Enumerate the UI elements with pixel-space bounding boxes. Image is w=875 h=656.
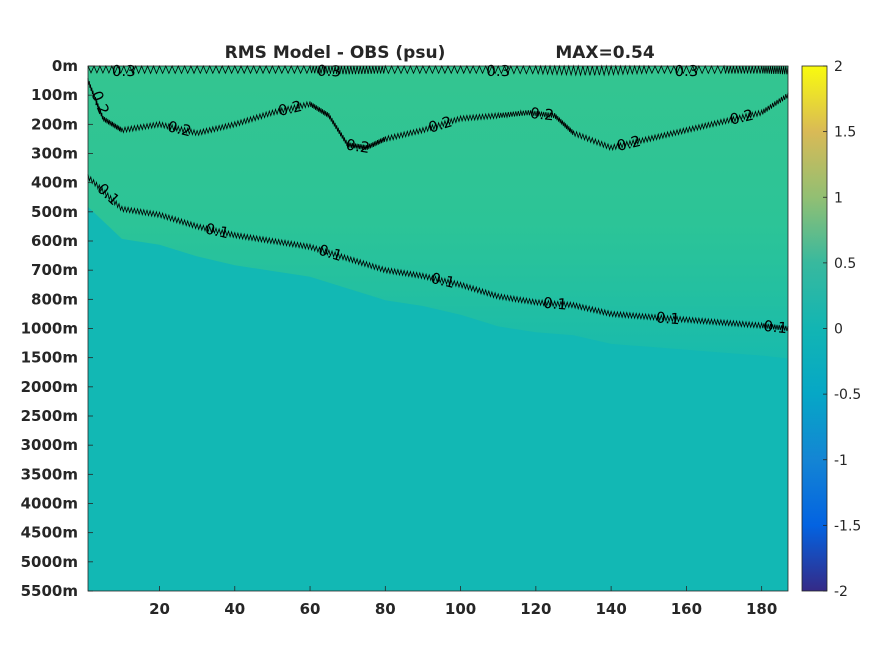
x-tick-label: 160 <box>671 600 702 618</box>
y-tick-label: 600m <box>31 232 78 250</box>
y-tick-label: 4000m <box>21 495 78 513</box>
y-tick-label: 5500m <box>21 582 78 600</box>
x-tick-label: 60 <box>300 600 321 618</box>
y-tick-label: 700m <box>31 261 78 279</box>
contour-label: 0.1 <box>203 219 230 242</box>
contour-label: 0.2 <box>276 97 303 120</box>
y-tick-label: 2000m <box>21 378 78 396</box>
y-tick-label: 4500m <box>21 524 78 542</box>
y-tick-label: 800m <box>31 290 78 308</box>
colorbar-gradient <box>801 65 828 592</box>
max-label: MAX=0.54 <box>555 43 655 63</box>
y-tick-label: 1000m <box>21 320 78 338</box>
colorbar-tick-label: 1 <box>834 190 843 206</box>
contour-label: 0.1 <box>429 269 456 292</box>
y-tick-label: 300m <box>31 145 78 163</box>
y-tick-label: 5000m <box>21 553 78 571</box>
contour-label: 0.1 <box>655 308 680 328</box>
contour-line <box>87 174 789 331</box>
y-tick-label: 200m <box>31 115 78 133</box>
colorbar-tick-label: 1.5 <box>834 125 856 141</box>
x-tick-label: 140 <box>595 600 626 618</box>
contour-label: 0.2 <box>529 104 555 125</box>
contour-label: 0.2 <box>345 136 371 157</box>
colorbar: 2 1.5 1 0.5 0 -0.5 -1 -1.5 -2 <box>801 59 861 600</box>
x-tick-label: 20 <box>149 600 170 618</box>
x-tick-label: 100 <box>445 600 476 618</box>
contour-label: 0.3 <box>317 62 341 81</box>
colorbar-ticks: 2 1.5 1 0.5 0 -0.5 -1 -1.5 -2 <box>823 59 861 600</box>
y-tick-label: 0m <box>52 57 78 75</box>
y-tick-label: 100m <box>31 86 78 104</box>
contour-label: 0.3 <box>486 62 510 80</box>
x-axis: 20 40 60 80 100 120 140 160 180 <box>149 586 777 618</box>
plot-area: 0.3 0.3 0.3 0.30.20.20.20.20.2 0.20.20.20.10… <box>87 62 789 592</box>
x-tick-label: 80 <box>375 600 396 618</box>
contour-label: 0.2 <box>728 106 755 129</box>
y-tick-label: 400m <box>31 174 78 192</box>
colorbar-tick-label: 0.5 <box>834 256 856 272</box>
deep-region <box>88 206 788 592</box>
contour-line <box>87 78 789 152</box>
y-tick-label: 2500m <box>21 407 78 425</box>
x-tick-label: 40 <box>224 600 245 618</box>
y-axis: 0m 100m 200m 300m 400m 500m 600m 700m 800m 1000m 1… <box>21 57 93 600</box>
y-tick-label: 3000m <box>21 436 78 454</box>
contour-label: 0.3 <box>674 62 698 80</box>
colorbar-tick-label: 2 <box>834 59 843 75</box>
colorbar-tick-label: -0.5 <box>834 387 861 403</box>
y-tick-label: 3500m <box>21 465 78 483</box>
contour-label: 0.2 <box>615 132 642 155</box>
colorbar-tick-label: -1.5 <box>834 518 861 534</box>
contour-label: 0.1 <box>542 294 567 314</box>
colorbar-tick-label: -2 <box>834 584 848 600</box>
chart-title: RMS Model - OBS (psu) <box>225 43 446 63</box>
colorbar-tick-label: -1 <box>834 453 848 469</box>
y-tick-label: 1500m <box>21 349 78 367</box>
x-tick-label: 120 <box>520 600 551 618</box>
y-tick-label: 500m <box>31 203 78 221</box>
x-tick-label: 180 <box>746 600 777 618</box>
contour-label: 0.2 <box>166 117 193 140</box>
contour-label: 0.3 <box>112 62 136 80</box>
contour-label: 0.1 <box>763 317 789 338</box>
colorbar-tick-label: 0 <box>834 322 843 338</box>
